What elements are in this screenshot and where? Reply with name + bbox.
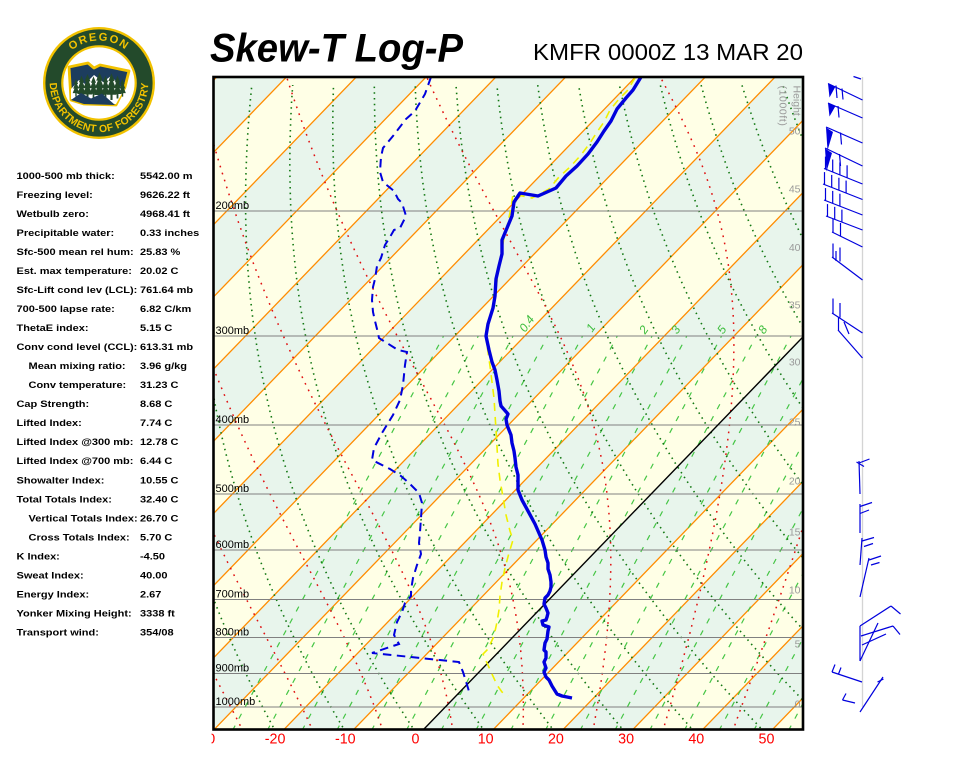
svg-text:Showalter Index:: Showalter Index: [16,476,104,486]
svg-text:761.64 mb: 761.64 mb [140,286,193,296]
svg-text:5.70 C: 5.70 C [140,533,173,543]
svg-text:7.74 C: 7.74 C [140,419,173,429]
svg-text:Total Totals Index:: Total Totals Index: [16,495,111,505]
svg-text:Precipitable water:: Precipitable water: [16,229,114,239]
svg-text:(1000ft): (1000ft) [777,86,789,127]
svg-text:-20: -20 [265,732,286,748]
svg-text:50: 50 [789,126,801,138]
svg-text:Yonker Mixing Height:: Yonker Mixing Height: [16,609,131,619]
svg-text:5: 5 [795,639,801,651]
svg-text:10.55 C: 10.55 C [140,476,179,486]
svg-text:5542.00 m: 5542.00 m [140,171,193,181]
svg-text:Vertical Totals Index:: Vertical Totals Index: [29,514,138,524]
svg-text:3338 ft: 3338 ft [140,609,175,619]
svg-text:Transport wind:: Transport wind: [16,628,98,638]
svg-text:613.31 mb: 613.31 mb [140,343,193,353]
svg-text:31.23 C: 31.23 C [140,381,179,391]
svg-text:500mb: 500mb [216,483,250,495]
svg-text:Sfc-Lift cond lev (LCL):: Sfc-Lift cond lev (LCL): [16,286,137,296]
svg-text:32.40 C: 32.40 C [140,495,179,505]
svg-text:12.78 C: 12.78 C [140,438,179,448]
svg-text:-10: -10 [335,732,356,748]
svg-text:6.44 C: 6.44 C [140,457,173,467]
svg-text:Conv temperature:: Conv temperature: [29,381,127,391]
svg-text:10: 10 [789,585,801,597]
svg-text:4968.41 ft: 4968.41 ft [140,210,191,220]
svg-text:20: 20 [789,476,801,488]
svg-text:10: 10 [478,732,494,748]
svg-text:26.70 C: 26.70 C [140,514,179,524]
svg-text:0: 0 [412,732,420,748]
svg-text:KMFR 0000Z 13 MAR 20: KMFR 0000Z 13 MAR 20 [533,39,803,65]
svg-text:800mb: 800mb [216,627,250,639]
svg-text:Cap Strength:: Cap Strength: [16,400,89,410]
svg-text:700mb: 700mb [216,589,250,601]
svg-text:Height: Height [791,86,803,116]
svg-text:Lifted Index:: Lifted Index: [16,419,81,429]
svg-text:Conv cond level (CCL):: Conv cond level (CCL): [16,343,137,353]
svg-text:Freezing level:: Freezing level: [16,190,92,200]
svg-text:30: 30 [618,732,634,748]
svg-text:Sfc-500 mean rel hum:: Sfc-500 mean rel hum: [16,248,133,258]
svg-text:3.96 g/kg: 3.96 g/kg [140,362,187,372]
svg-text:300mb: 300mb [216,325,250,337]
svg-text:700-500 lapse rate:: 700-500 lapse rate: [16,305,114,315]
svg-text:25: 25 [789,417,801,429]
svg-text:0.33 inches: 0.33 inches [140,229,200,239]
svg-text:0: 0 [795,699,801,711]
svg-text:35: 35 [789,300,801,312]
svg-text:Mean mixing ratio:: Mean mixing ratio: [29,362,126,372]
svg-text:600mb: 600mb [216,539,250,551]
svg-text:200mb: 200mb [216,200,250,212]
svg-text:40: 40 [688,732,704,748]
svg-text:Sweat Index:: Sweat Index: [16,571,83,581]
svg-text:Lifted Index @300 mb:: Lifted Index @300 mb: [16,438,133,448]
svg-text:Wetbulb zero:: Wetbulb zero: [16,210,88,220]
svg-text:40.00: 40.00 [140,571,168,581]
svg-text:Energy Index:: Energy Index: [16,590,89,600]
svg-text:K Index:: K Index: [16,552,59,562]
svg-text:8.68 C: 8.68 C [140,400,173,410]
svg-text:50: 50 [759,732,775,748]
svg-text:15: 15 [789,527,801,539]
svg-text:5.15 C: 5.15 C [140,324,173,334]
svg-text:25.83 %: 25.83 % [140,248,180,258]
svg-text:20.02 C: 20.02 C [140,267,179,277]
svg-text:900mb: 900mb [216,663,250,675]
svg-text:400mb: 400mb [216,414,250,426]
svg-text:1000-500 mb thick:: 1000-500 mb thick: [16,171,114,181]
svg-text:30: 30 [789,357,801,369]
svg-text:-4.50: -4.50 [140,552,165,562]
svg-text:40: 40 [789,242,801,254]
svg-text:45: 45 [789,184,801,196]
svg-text:1000mb: 1000mb [216,696,256,708]
svg-text:Lifted Index @700 mb:: Lifted Index @700 mb: [16,457,133,467]
svg-text:354/08: 354/08 [140,628,174,638]
svg-text:Est. max temperature:: Est. max temperature: [16,267,131,277]
svg-text:Skew-T Log-P: Skew-T Log-P [210,27,463,71]
svg-text:2.67: 2.67 [140,590,162,600]
svg-text:9626.22 ft: 9626.22 ft [140,190,191,200]
svg-text:20: 20 [548,732,564,748]
svg-text:Cross Totals Index:: Cross Totals Index: [29,533,130,543]
svg-text:ThetaE index:: ThetaE index: [16,324,88,334]
svg-text:6.82 C/km: 6.82 C/km [140,305,191,315]
